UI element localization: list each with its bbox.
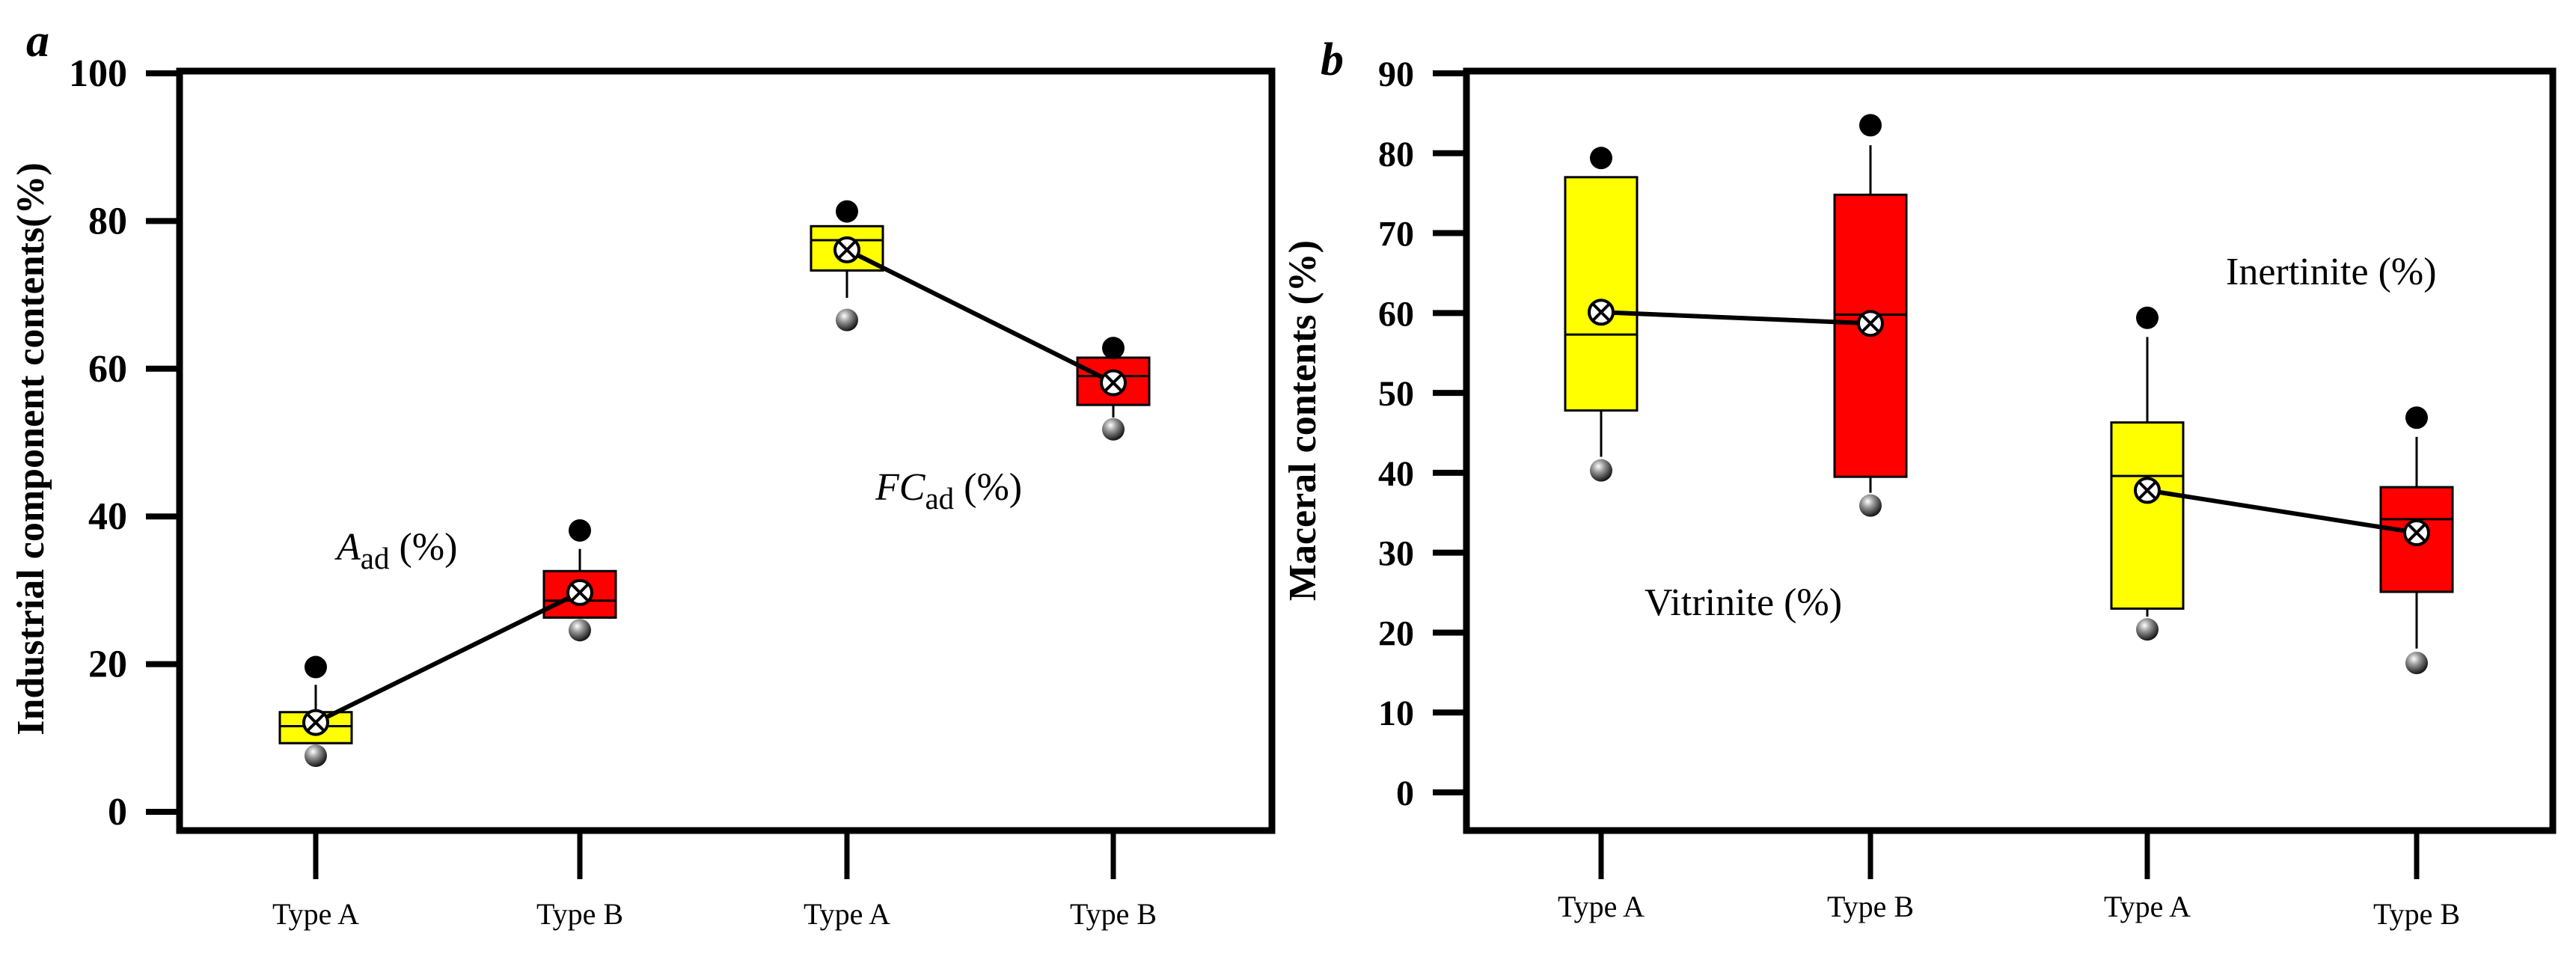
y-tick-label: 20 [88,643,127,686]
outlier-low [569,619,591,642]
outlier-low [836,308,858,331]
outlier-low [1590,459,1612,482]
mean-connector [2147,488,2417,535]
y-tick-label: 20 [1378,614,1414,653]
plot-frame [1463,67,2557,834]
mean-marker [1588,299,1615,326]
mean-marker [833,236,860,263]
group-label: Inertinite (%) [2226,251,2437,293]
group-label: Aad (%) [334,526,457,575]
outlier-high [1859,114,1882,137]
mean-marker [1857,310,1884,337]
x-category-label: Type B [2373,897,2460,931]
outlier-low [1859,494,1882,517]
y-tick-label: 80 [88,200,127,242]
chart-panel-b: 0 10 20 30 40 50 60 70 80 90 Type A Type B Type A Typ… [1282,34,2557,931]
y-axis-title: Maceral contents (%) [1282,240,1324,601]
group-label-suffix: (%) [954,466,1022,509]
outlier-low [2405,652,2428,675]
y-tick-label: 40 [88,495,127,538]
mean-marker-cross [1861,314,1879,332]
group-label-subscript: ad [925,481,954,516]
box-group: FCad (%) [810,200,1151,516]
x-category-label: Type A [2104,890,2191,923]
outlier-high [836,200,858,223]
mean-connector [314,590,581,725]
y-tick-label: 0 [108,791,127,834]
y-tick-label: 0 [1396,774,1414,813]
panel-label: b [1321,34,1344,85]
group-label-suffix: (%) [389,526,457,569]
x-category-label: Type A [272,897,359,931]
group-label-main: FC [875,466,926,509]
y-tick-label: 10 [1378,694,1414,733]
mean-marker [2134,477,2161,504]
panel-label: a [26,16,49,67]
y-tick-label: 70 [1378,215,1414,254]
mean-connector [845,248,1115,385]
group-label: Vitrinite (%) [1645,581,1842,624]
mean-marker-cross [838,241,856,259]
outlier-high [305,655,327,679]
mean-marker [566,578,593,606]
outlier-high [2136,306,2159,329]
box-iqr [1564,176,1639,412]
box-group: Aad (%) [278,519,617,767]
mean-marker-cross [2138,481,2156,499]
mean-connector [1600,310,1871,326]
outlier-low [2136,618,2159,641]
x-category-label: Type A [804,897,890,931]
y-tick-label: 60 [88,348,127,391]
mean-marker-cross [1104,374,1122,391]
x-category-label: Type B [536,897,623,931]
box-iqr [2110,421,2185,610]
group-label-subscript: ad [361,541,390,575]
y-tick-label: 100 [69,52,127,95]
group-label-main: Vitrinite (%) [1645,581,1842,624]
y-tick-label: 90 [1378,55,1414,94]
box-group: Inertinite (%) [2110,251,2454,675]
y-tick-label: 40 [1378,454,1414,494]
chart-panel-a: 0 20 40 60 80 100 Type A Type B Type A Type B a Ind… [10,16,1276,931]
y-tick-label: 50 [1378,374,1414,414]
outlier-low [305,744,327,767]
plot-frame [176,67,1276,834]
x-category-label: Type B [1827,890,1914,923]
group-label: FCad (%) [875,466,1022,516]
outlier-high [1102,337,1125,360]
box-group: Vitrinite (%) [1564,114,1908,624]
outlier-high [2405,406,2428,429]
mean-marker-cross [307,714,325,731]
y-tick-label: 80 [1378,135,1414,174]
mean-marker [302,709,329,736]
outlier-high [1590,147,1612,170]
x-category-label: Type B [1070,897,1157,931]
outlier-low [1102,418,1125,441]
box-iqr [542,569,617,619]
group-label-main: Inertinite (%) [2226,251,2437,293]
mean-marker-cross [1592,303,1610,321]
mean-marker-cross [571,584,589,602]
mean-marker-cross [2408,524,2426,542]
y-axis-title: Industrial component contents(%) [10,162,52,736]
y-tick-label: 60 [1378,294,1414,334]
y-tick-label: 30 [1378,534,1414,574]
group-label-main: A [334,526,361,569]
mean-marker [2403,519,2430,546]
mean-marker [1100,369,1127,397]
x-category-label: Type A [1558,890,1645,923]
outlier-high [569,519,591,542]
